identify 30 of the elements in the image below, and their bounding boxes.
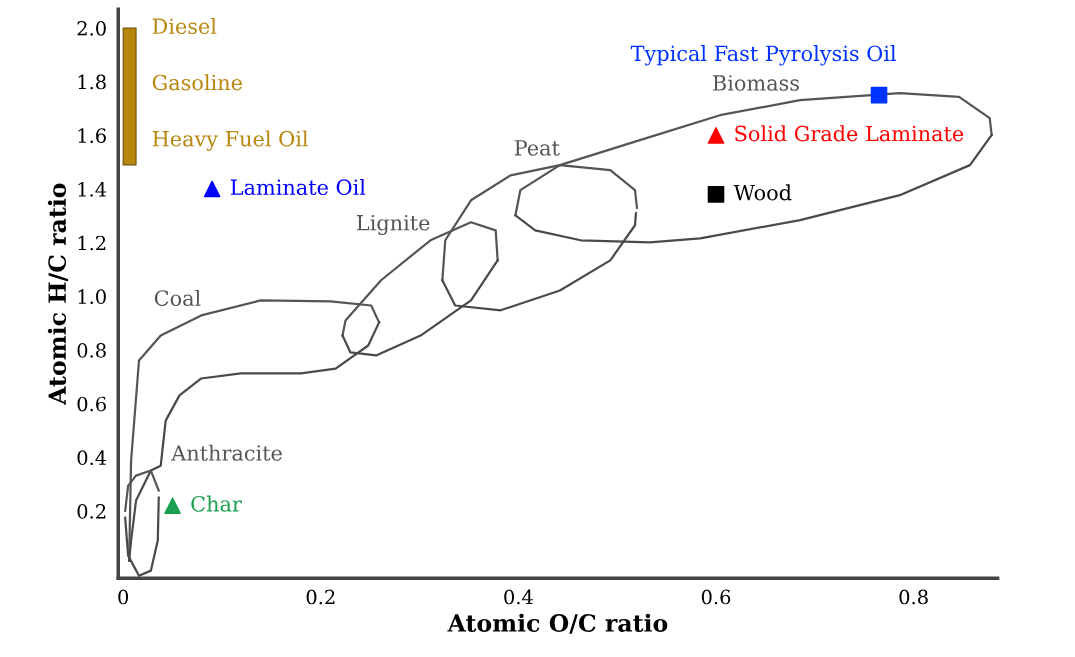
series-label: Biomass bbox=[713, 75, 799, 91]
y-tick-label: 2.0 bbox=[77, 20, 106, 36]
series-label: Char bbox=[191, 495, 242, 512]
y-tick-label: 1.6 bbox=[78, 128, 106, 143]
x-tick-label: 0.8 bbox=[899, 589, 928, 605]
annotation: Diesel bbox=[152, 17, 217, 35]
annotation: Gasoline bbox=[152, 74, 242, 91]
y-tick-label: 0.2 bbox=[77, 504, 106, 519]
y-tick-label: 1.8 bbox=[78, 74, 106, 90]
x-tick-label: 0.6 bbox=[701, 589, 731, 605]
series-label: Solid Grade Laminate bbox=[735, 125, 964, 142]
series-label: Laminate Oil bbox=[230, 178, 366, 196]
series-label: Lignite bbox=[357, 214, 430, 235]
y-axis-title: Atomic H/C ratio bbox=[47, 183, 68, 406]
x-tick-label: 0.4 bbox=[504, 589, 533, 605]
series-label: Wood bbox=[733, 184, 792, 201]
series-label: Anthracite bbox=[171, 444, 282, 461]
annotation: Heavy Fuel Oil bbox=[152, 130, 308, 151]
y-tick-label: 1.0 bbox=[78, 289, 106, 305]
y-tick-label: 0.4 bbox=[77, 450, 107, 466]
y-tick-label: 1.2 bbox=[78, 235, 106, 251]
series-label: Typical Fast Pyrolysis Oil bbox=[630, 45, 896, 66]
y-tick-label: 1.4 bbox=[78, 181, 107, 197]
y-tick-label: 0.6 bbox=[77, 396, 106, 412]
series-label: Coal bbox=[154, 289, 201, 307]
x-tick-label: 0 bbox=[118, 589, 129, 605]
series-label: Peat bbox=[514, 140, 560, 156]
x-tick-label: 0.2 bbox=[306, 589, 335, 605]
x-axis-title: Atomic O/C ratio bbox=[447, 613, 668, 634]
y-tick-label: 0.8 bbox=[77, 342, 106, 358]
